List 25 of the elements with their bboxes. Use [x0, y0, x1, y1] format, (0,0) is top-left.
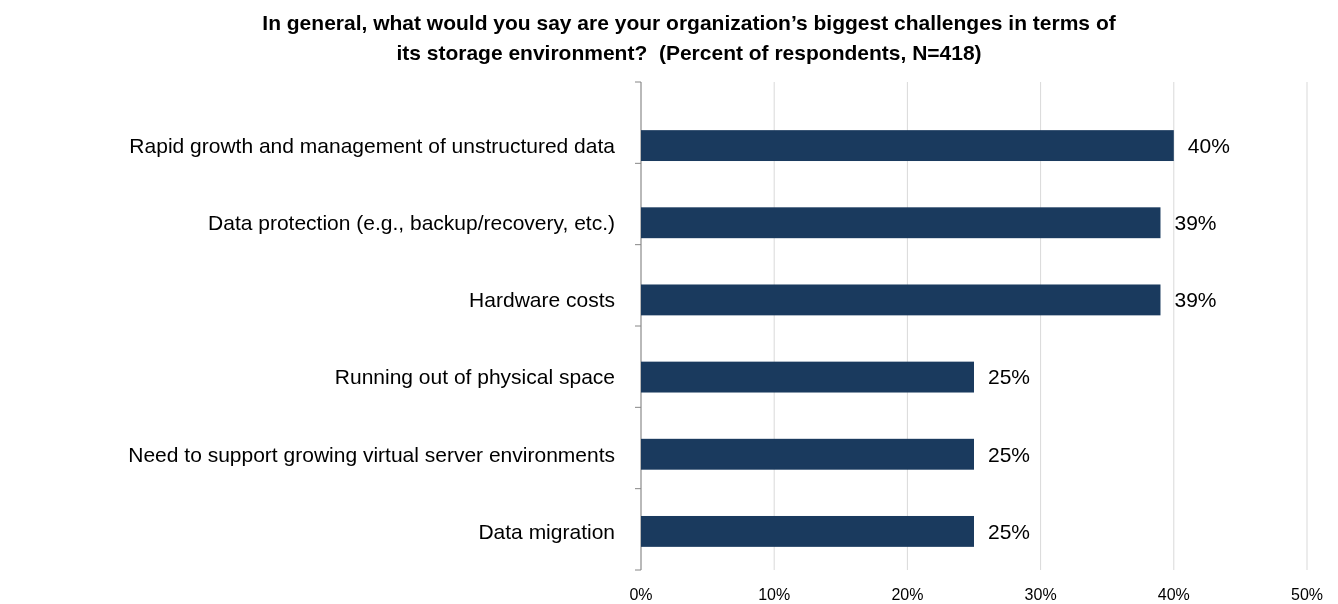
data-label: 25% — [988, 365, 1031, 389]
data-label: 25% — [988, 442, 1031, 466]
bar — [641, 130, 1174, 162]
bar — [641, 207, 1161, 239]
y-tick-label: Rapid growth and management of unstructured data — [129, 133, 616, 157]
y-tick-label: Need to support growing virtual server environments — [128, 442, 615, 466]
x-tick-label: 0% — [629, 586, 653, 603]
y-tick-label: Running out of physical space — [334, 365, 615, 389]
y-tick-label: Data protection (e.g., backup/recovery, etc.) — [208, 211, 615, 235]
data-label: 40% — [1187, 133, 1230, 157]
y-tick-label: Data migration — [478, 519, 615, 543]
data-label: 25% — [988, 519, 1031, 543]
x-tick-label: 30% — [1024, 586, 1057, 603]
chart-title: In general, what would you say are your organization’s biggest challenges in terms of its storage environment? (Percent of respondents, N=418) — [262, 11, 1117, 64]
x-tick-label: 10% — [758, 586, 791, 603]
bar — [641, 361, 974, 393]
y-tick-label: Hardware costs — [469, 288, 615, 312]
data-label: 39% — [1174, 211, 1217, 235]
bar — [641, 515, 974, 547]
x-tick-label: 50% — [1290, 586, 1324, 603]
data-label: 39% — [1174, 288, 1217, 312]
bar — [641, 438, 974, 470]
bar — [641, 284, 1161, 316]
x-tick-label: 40% — [1157, 586, 1190, 603]
x-tick-label: 20% — [891, 586, 924, 603]
